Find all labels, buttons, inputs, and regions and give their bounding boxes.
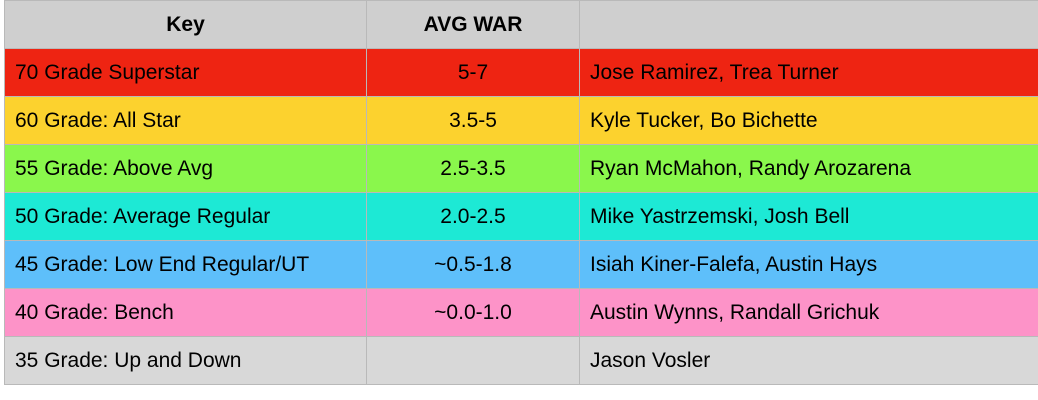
war-cell[interactable]: ~0.5-1.8 [366, 240, 580, 289]
war-cell[interactable]: 2.5-3.5 [366, 144, 580, 193]
examples-cell[interactable]: Jason Vosler [579, 336, 1038, 385]
examples-cell[interactable]: Isiah Kiner-Falefa, Austin Hays [579, 240, 1038, 289]
grade-cell[interactable]: 40 Grade: Bench [4, 288, 367, 337]
table-row: 70 Grade Superstar 5-7 Jose Ramirez, Tre… [4, 48, 1038, 97]
table-row: 50 Grade: Average Regular 2.0-2.5 Mike Y… [4, 192, 1038, 241]
examples-cell[interactable]: Ryan McMahon, Randy Arozarena [579, 144, 1038, 193]
header-examples[interactable] [579, 0, 1038, 49]
examples-cell[interactable]: Mike Yastrzemski, Josh Bell [579, 192, 1038, 241]
grade-cell[interactable]: 55 Grade: Above Avg [4, 144, 367, 193]
grade-war-table: Key AVG WAR 70 Grade Superstar 5-7 Jose … [4, 0, 1038, 385]
grade-cell[interactable]: 70 Grade Superstar [4, 48, 367, 97]
examples-cell[interactable]: Jose Ramirez, Trea Turner [579, 48, 1038, 97]
table-row: 35 Grade: Up and Down Jason Vosler [4, 336, 1038, 385]
examples-cell[interactable]: Austin Wynns, Randall Grichuk [579, 288, 1038, 337]
grade-cell[interactable]: 50 Grade: Average Regular [4, 192, 367, 241]
table-row: 40 Grade: Bench ~0.0-1.0 Austin Wynns, R… [4, 288, 1038, 337]
war-cell[interactable]: 2.0-2.5 [366, 192, 580, 241]
header-row: Key AVG WAR [4, 0, 1038, 49]
war-cell[interactable]: 3.5-5 [366, 96, 580, 145]
war-cell[interactable]: ~0.0-1.0 [366, 288, 580, 337]
header-key[interactable]: Key [4, 0, 367, 49]
grade-cell[interactable]: 60 Grade: All Star [4, 96, 367, 145]
war-cell[interactable] [366, 336, 580, 385]
grade-cell[interactable]: 45 Grade: Low End Regular/UT [4, 240, 367, 289]
header-avg-war[interactable]: AVG WAR [366, 0, 580, 49]
table-row: 55 Grade: Above Avg 2.5-3.5 Ryan McMahon… [4, 144, 1038, 193]
grade-cell[interactable]: 35 Grade: Up and Down [4, 336, 367, 385]
examples-cell[interactable]: Kyle Tucker, Bo Bichette [579, 96, 1038, 145]
table-row: 45 Grade: Low End Regular/UT ~0.5-1.8 Is… [4, 240, 1038, 289]
war-cell[interactable]: 5-7 [366, 48, 580, 97]
table-row: 60 Grade: All Star 3.5-5 Kyle Tucker, Bo… [4, 96, 1038, 145]
